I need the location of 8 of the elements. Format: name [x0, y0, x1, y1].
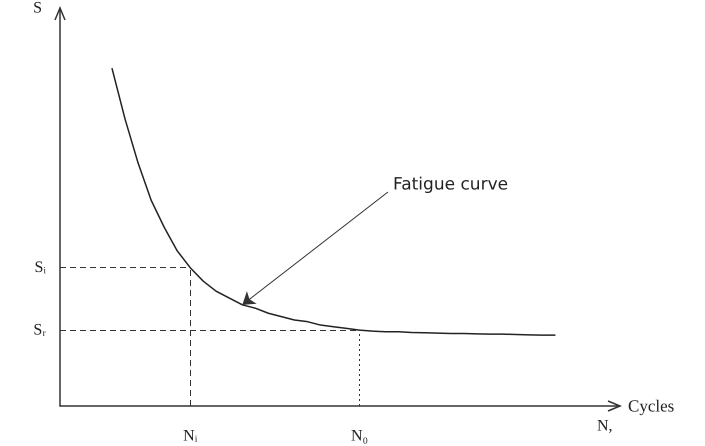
x-axis-title: Cycles — [628, 396, 674, 416]
ref-line-label: Sᵣ — [33, 322, 46, 339]
ref-line-label: Sᵢ — [34, 259, 46, 276]
text: N, — [597, 418, 613, 434]
x-tick-label: Nᵢ — [183, 428, 198, 444]
x-tick-label: N₀ — [350, 428, 368, 444]
y-axis-title: S — [33, 0, 42, 16]
annotation: Fatigue curve — [393, 174, 508, 194]
